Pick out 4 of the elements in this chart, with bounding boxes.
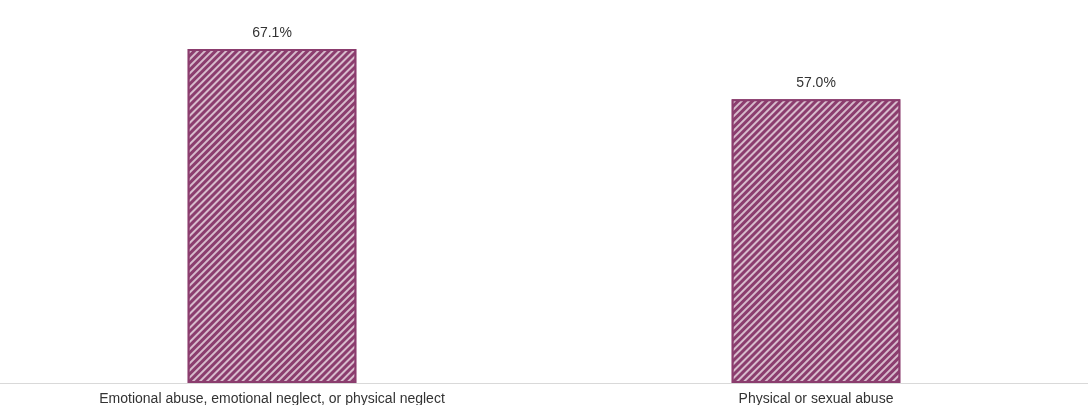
x-tick-label: Emotional abuse, emotional neglect, or physical neglect [99,390,445,405]
data-label: 57.0% [796,74,836,91]
data-label: 67.1% [252,24,292,40]
x-tick-label: Physical or sexual abuse [738,390,894,405]
